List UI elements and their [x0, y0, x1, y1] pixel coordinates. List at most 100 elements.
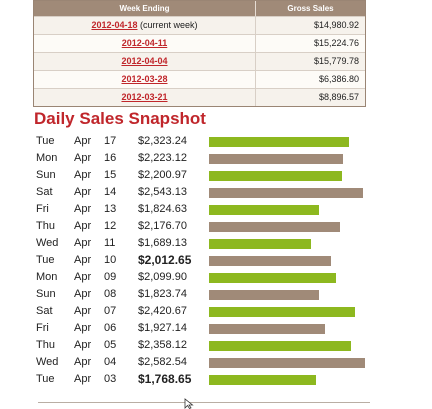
day-of-week: Sat	[36, 186, 53, 198]
sales-amount: $2,176.70	[138, 220, 187, 232]
day-of-week: Wed	[36, 356, 59, 368]
daily-sales-row: Thu Apr 12 $2,176.70	[36, 218, 376, 235]
sales-amount: $1,824.63	[138, 203, 187, 215]
weekly-table-body: 2012-04-18 (current week) $14,980.92 2012-…	[34, 16, 365, 106]
sales-amount: $2,543.13	[138, 186, 187, 198]
daily-sales-list: Tue Apr 17 $2,323.24 Mon Apr 16 $2,223.12 Sun Apr…	[36, 133, 376, 388]
daily-sales-row: Sat Apr 07 $2,420.67	[36, 303, 376, 320]
sales-bar	[209, 290, 319, 300]
sales-bar	[209, 154, 343, 164]
day-of-week: Thu	[36, 339, 55, 351]
sales-amount: $2,223.12	[138, 152, 187, 164]
gross-sales-cell: $15,779.78	[313, 56, 359, 66]
day-number: 09	[104, 271, 117, 283]
daily-sales-row: Tue Apr 10 $2,012.65	[36, 252, 376, 269]
day-number: 05	[104, 339, 117, 351]
day-of-week: Sun	[36, 169, 56, 181]
sales-bar	[209, 358, 365, 368]
sales-bar	[209, 324, 325, 334]
daily-sales-row: Sun Apr 15 $2,200.97	[36, 167, 376, 184]
daily-sales-row: Fri Apr 13 $1,824.63	[36, 201, 376, 218]
day-of-week: Mon	[36, 271, 58, 283]
day-number: 16	[104, 152, 117, 164]
sales-amount: $2,012.65	[138, 253, 192, 267]
day-number: 10	[104, 254, 117, 266]
day-of-week: Sun	[36, 288, 56, 300]
month: Apr	[74, 254, 92, 266]
sales-bar	[209, 205, 319, 215]
day-of-week: Fri	[36, 203, 49, 215]
day-number: 06	[104, 322, 117, 334]
daily-sales-row: Mon Apr 09 $2,099.90	[36, 269, 376, 286]
daily-sales-row: Sat Apr 14 $2,543.13	[36, 184, 376, 201]
week-ending-cell: 2012-03-28	[34, 71, 256, 88]
sales-bar	[209, 188, 363, 198]
day-number: 04	[104, 356, 117, 368]
daily-sales-row: Thu Apr 05 $2,358.12	[36, 337, 376, 354]
day-number: 15	[104, 169, 117, 181]
month: Apr	[74, 152, 92, 164]
mouse-pointer-icon	[184, 398, 194, 409]
sales-amount: $1,927.14	[138, 322, 187, 334]
month: Apr	[74, 169, 92, 181]
month: Apr	[74, 322, 92, 334]
gross-sales-cell: $8,896.57	[318, 92, 359, 102]
day-of-week: Thu	[36, 220, 55, 232]
sales-amount: $2,323.24	[138, 135, 187, 147]
week-date-link[interactable]: 2012-04-11	[121, 38, 168, 48]
day-of-week: Tue	[36, 254, 55, 266]
day-number: 03	[104, 373, 117, 385]
header-week-ending: Week Ending	[34, 1, 256, 16]
daily-sales-row: Tue Apr 17 $2,323.24	[36, 133, 376, 150]
month: Apr	[74, 305, 92, 317]
sales-bar	[209, 375, 316, 385]
sales-amount: $2,420.67	[138, 305, 187, 317]
day-of-week: Tue	[36, 373, 55, 385]
gross-sales-cell: $6,386.80	[318, 74, 359, 84]
week-date-link[interactable]: 2012-04-18	[91, 20, 138, 30]
day-of-week: Tue	[36, 135, 55, 147]
sales-bar	[209, 222, 340, 232]
sales-bar	[209, 239, 311, 249]
sales-bar	[209, 256, 331, 266]
day-number: 17	[104, 135, 117, 147]
day-of-week: Mon	[36, 152, 58, 164]
month: Apr	[74, 339, 92, 351]
sales-bar	[209, 137, 349, 147]
daily-sales-row: Wed Apr 04 $2,582.54	[36, 354, 376, 371]
week-ending-cell: 2012-04-18 (current week)	[34, 17, 256, 34]
month: Apr	[74, 356, 92, 368]
sales-amount: $1,768.65	[138, 372, 192, 386]
day-number: 11	[104, 237, 116, 249]
month: Apr	[74, 288, 92, 300]
sales-bar	[209, 273, 336, 283]
sales-amount: $1,823.74	[138, 288, 187, 300]
month: Apr	[74, 373, 92, 385]
table-row: 2012-04-18 (current week) $14,980.92	[34, 16, 365, 34]
week-date-link[interactable]: 2012-03-28	[121, 74, 168, 84]
month: Apr	[74, 203, 92, 215]
day-of-week: Fri	[36, 322, 49, 334]
day-number: 07	[104, 305, 117, 317]
week-date-link[interactable]: 2012-04-04	[121, 56, 168, 66]
divider	[38, 402, 370, 403]
weekly-table-header: Week Ending Gross Sales	[34, 1, 365, 16]
week-ending-cell: 2012-03-21	[34, 89, 256, 106]
day-number: 13	[104, 203, 117, 215]
month: Apr	[74, 237, 92, 249]
table-row: 2012-04-04 $15,779.78	[34, 52, 365, 70]
month: Apr	[74, 220, 92, 232]
gross-sales-cell: $15,224.76	[313, 38, 359, 48]
table-row: 2012-04-11 $15,224.76	[34, 34, 365, 52]
month: Apr	[74, 271, 92, 283]
header-gross-sales: Gross Sales	[287, 4, 334, 13]
week-date-link[interactable]: 2012-03-21	[121, 92, 168, 102]
gross-sales-cell: $14,980.92	[313, 20, 359, 30]
day-number: 12	[104, 220, 117, 232]
month: Apr	[74, 186, 92, 198]
day-of-week: Wed	[36, 237, 59, 249]
day-number: 08	[104, 288, 117, 300]
sales-amount: $1,689.13	[138, 237, 187, 249]
weekly-sales-table: Week Ending Gross Sales 2012-04-18 (curr…	[33, 0, 366, 107]
sales-bar	[209, 341, 351, 351]
